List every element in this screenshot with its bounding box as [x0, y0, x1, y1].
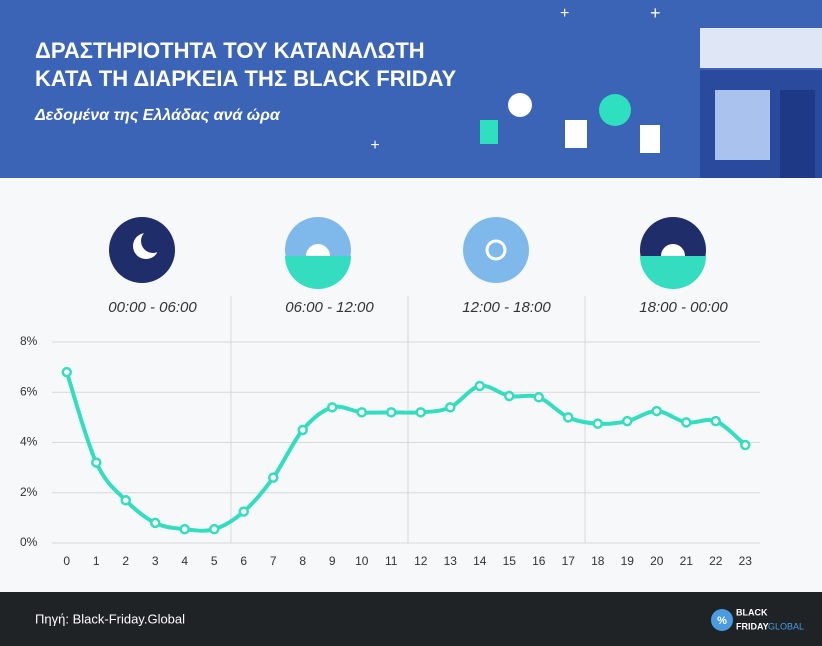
- data-point: [268, 472, 279, 483]
- x-tick-label: 20: [650, 554, 664, 568]
- data-point: [563, 412, 574, 423]
- data-point: [386, 407, 397, 418]
- data-point: [533, 392, 544, 403]
- svg-text:+: +: [650, 3, 661, 23]
- data-point: [327, 402, 338, 413]
- logo-symbol: %: [717, 615, 727, 627]
- x-tick-label: 0: [63, 554, 70, 568]
- data-point: [356, 407, 367, 418]
- x-tick-label: 16: [532, 554, 546, 568]
- x-tick-label: 4: [181, 554, 188, 568]
- data-point: [120, 495, 131, 506]
- data-point: [740, 439, 751, 451]
- x-tick-label: 17: [562, 554, 576, 568]
- data-point: [238, 506, 249, 517]
- data-point: [150, 517, 161, 529]
- data-point: [61, 366, 72, 378]
- x-tick-label: 1: [93, 554, 100, 568]
- data-point: [622, 415, 633, 427]
- data-point: [415, 407, 426, 418]
- y-tick-label: 2%: [20, 485, 38, 499]
- x-tick-label: 23: [739, 554, 753, 568]
- x-tick-label: 15: [503, 554, 517, 568]
- data-point: [504, 390, 515, 402]
- period-label: 00:00 - 06:00: [108, 299, 197, 316]
- period-icons: [109, 217, 706, 289]
- footer: [0, 592, 822, 646]
- x-tick-label: 11: [385, 554, 398, 568]
- logo-text: BLACK: [736, 607, 768, 617]
- x-tick-label: 6: [240, 554, 247, 568]
- data-point: [445, 402, 456, 413]
- title-line: ΚΑΤΑ ΤΗ ΔΙΑΡΚΕΙΑ ΤΗΣ BLACK FRIDAY: [35, 66, 456, 91]
- period-label: 06:00 - 12:00: [285, 299, 374, 316]
- subtitle: Δεδομένα της Ελλάδας ανά ώρα: [34, 107, 281, 124]
- y-tick-label: 8%: [20, 334, 38, 348]
- x-tick-label: 13: [444, 554, 458, 568]
- logo-text: FRIDAY: [736, 621, 769, 631]
- x-tick-label: 9: [329, 554, 336, 568]
- logo-text: GLOBAL: [768, 621, 804, 631]
- x-tick-label: 22: [709, 554, 723, 568]
- data-point: [592, 418, 603, 429]
- x-tick-label: 3: [152, 554, 159, 568]
- data-point: [297, 424, 308, 436]
- x-tick-label: 19: [621, 554, 635, 568]
- x-tick-label: 10: [355, 554, 369, 568]
- header: [0, 0, 822, 178]
- period-label: 18:00 - 00:00: [639, 299, 728, 316]
- x-tick-label: 5: [211, 554, 218, 568]
- x-tick-label: 8: [299, 554, 306, 568]
- y-tick-label: 0%: [20, 535, 38, 549]
- x-tick-label: 18: [591, 554, 605, 568]
- data-point: [179, 523, 190, 535]
- logo-icon: [711, 609, 733, 631]
- data-point: [91, 457, 102, 468]
- data-point: [209, 523, 220, 535]
- x-tick-label: 2: [122, 554, 129, 568]
- y-tick-label: 6%: [20, 384, 38, 398]
- data-point: [681, 417, 692, 428]
- title-line: ΔΡΑΣΤΗΡΙΟΤΗΤΑ ΤΟΥ ΚΑΤΑΝΑΛΩΤΗ: [35, 38, 425, 63]
- data-point: [474, 380, 485, 392]
- y-tick-label: 4%: [20, 435, 38, 449]
- data-point: [710, 415, 721, 427]
- svg-text:+: +: [560, 5, 569, 22]
- period-label: 12:00 - 18:00: [462, 299, 551, 316]
- x-tick-label: 7: [270, 554, 277, 568]
- header-illustration: + + +: [370, 3, 822, 178]
- x-tick-label: 14: [473, 554, 487, 568]
- x-tick-label: 12: [414, 554, 428, 568]
- svg-text:+: +: [370, 137, 379, 154]
- data-point: [651, 405, 662, 417]
- x-tick-label: 21: [680, 554, 694, 568]
- source: Πηγή: Black-Friday.Global: [35, 611, 185, 626]
